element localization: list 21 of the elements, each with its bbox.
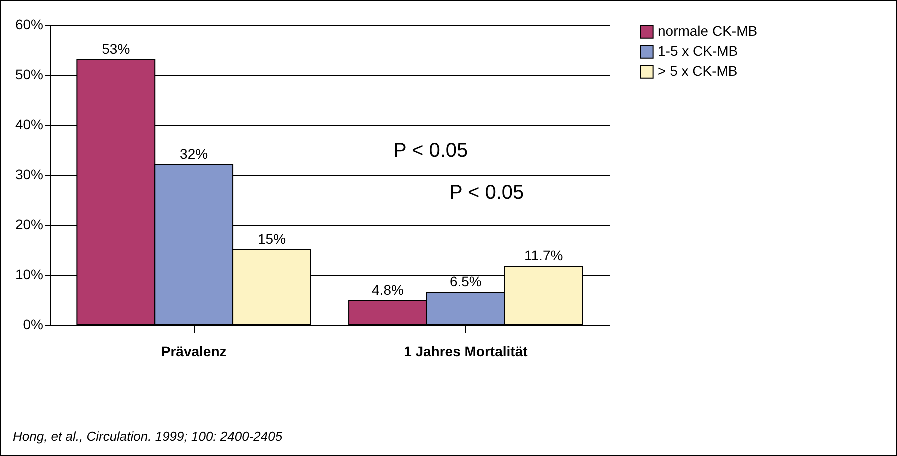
data-label: 11.7% — [524, 248, 564, 264]
y-tick-label: 20% — [15, 216, 44, 232]
data-label: 32% — [180, 146, 208, 162]
legend-label: 1-5 x CK-MB — [658, 43, 738, 59]
y-tick-label: 40% — [15, 116, 44, 132]
y-tick-label: 30% — [15, 166, 44, 182]
y-tick-label: 10% — [15, 266, 44, 282]
y-tick-label: 60% — [15, 16, 44, 32]
text: Hong, et al., Circulation. 1999; 100: 2400-2405 — [13, 429, 283, 444]
data-label: 6.5% — [450, 274, 482, 290]
y-tick-label: 50% — [15, 66, 44, 82]
annotation: P < 0.05 — [393, 140, 468, 162]
legend-label: > 5 x CK-MB — [658, 63, 738, 79]
legend-label: normale CK-MB — [658, 23, 758, 39]
x-tick-label: Prävalenz — [161, 344, 227, 360]
data-label: 53% — [102, 41, 130, 57]
x-tick-label: 1 Jahres Mortalität — [404, 344, 528, 360]
y-tick-label: 0% — [23, 316, 44, 332]
annotation: P < 0.05 — [449, 182, 524, 204]
data-label: 15% — [258, 231, 286, 247]
data-label: 4.8% — [372, 282, 404, 298]
